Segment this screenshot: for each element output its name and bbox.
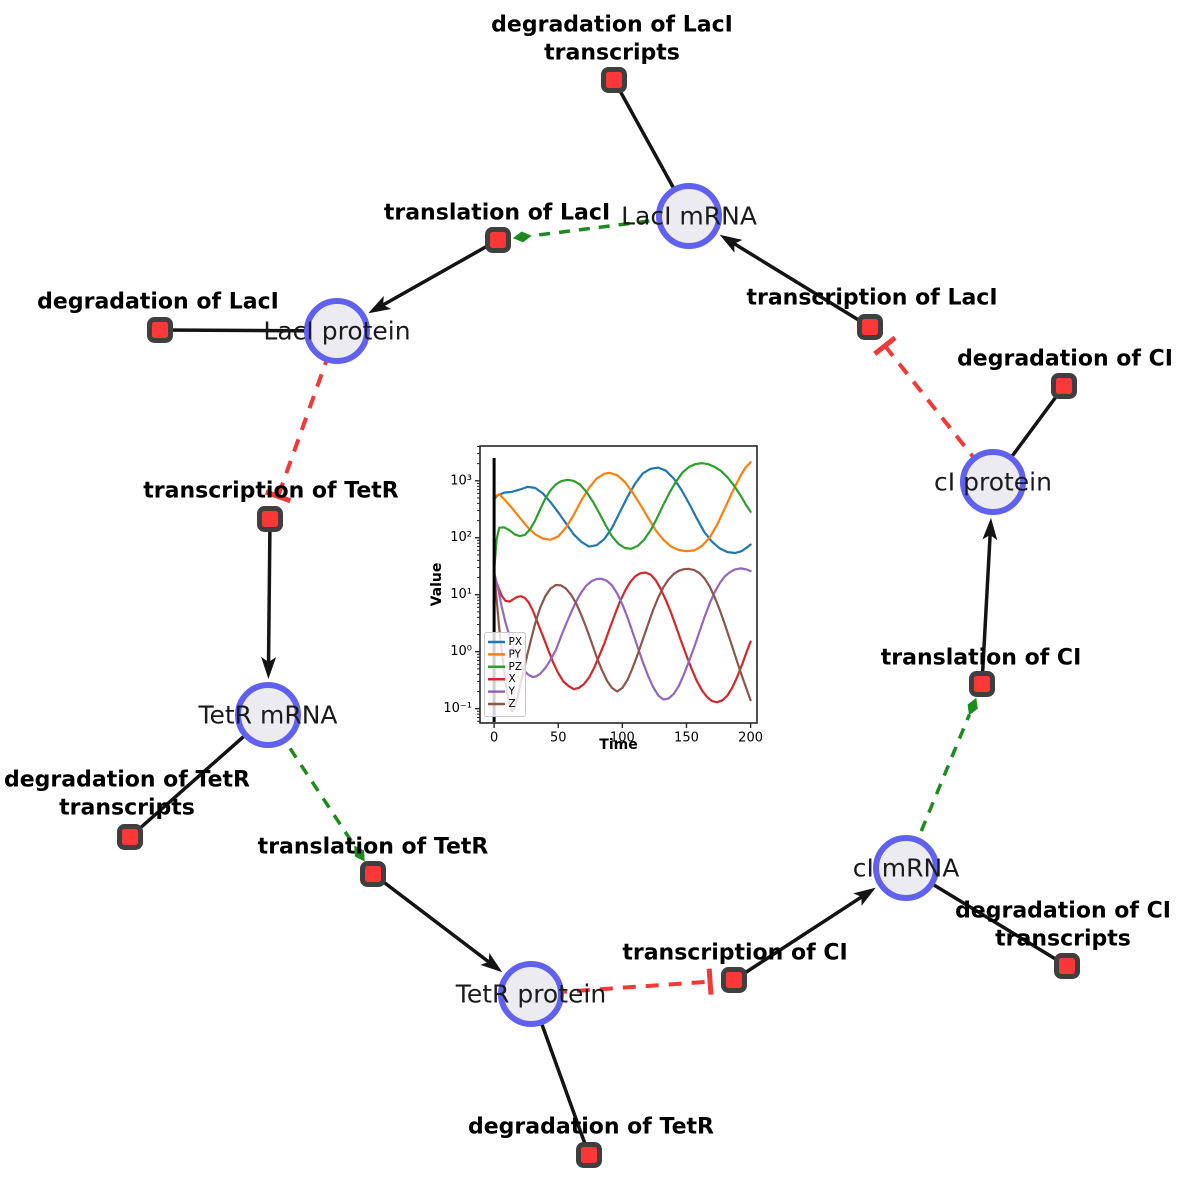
arrowhead-icon [261,656,277,679]
x-tick-label: 0 [490,731,498,746]
reaction-node-degradation-of-ci-transcripts [1054,953,1080,979]
reaction-label-degradation-of-laci-transcripts: degradation of LacI [491,13,733,38]
axes-frame [479,445,758,724]
series-PZ [493,462,752,573]
reaction-label-degradation-of-ci-transcripts: degradation of CI [955,899,1171,924]
legend-entry-PZ: PZ [488,661,522,673]
species-label-tetr-protein: TetR protein [455,980,606,1009]
legend-label-PZ: PZ [509,661,523,673]
series-X [493,571,752,704]
edge-translation-ci-produces-protein [980,517,998,685]
species-label-ci-mrna: cI mRNA [853,854,960,883]
series-PY [493,461,752,553]
species-label-laci-protein: LacI protein [263,317,410,346]
reaction-label-transcription-of-tetr: transcription of TetR [143,479,399,504]
legend-entry-Y: Y [488,686,516,698]
legend-label-Y: Y [508,686,516,698]
y-tick-label: 10⁰ [450,644,472,659]
species-label-ci-protein: cI protein [934,468,1052,497]
series-PX [493,466,752,555]
arrowhead-icon [480,952,503,973]
legend-label-Z: Z [509,698,516,710]
legend-entry-X: X [488,673,516,685]
series-Y [493,567,752,701]
edge-transcription-laci-produces-mrna [719,234,871,329]
edge-translation-laci-produces-protein [368,238,499,314]
legend-label-X: X [509,673,516,685]
reaction-label-degradation-of-laci: degradation of LacI [37,290,279,315]
species-node-laci-protein [304,298,370,364]
y-axis-label: Value [429,563,445,607]
diamond-arrowhead-icon [967,697,978,716]
reaction-label-translation-of-laci: translation of LacI [384,201,610,226]
reaction-label-transcription-of-ci: transcription of CI [622,941,847,966]
edge-transcription-ci-produces-mrna [733,887,876,982]
legend-entry-Z: Z [488,698,516,710]
labels-layer: degradation of LacI transcripts translatio… [4,13,1173,1140]
legend-label-PY: PY [509,648,522,660]
reaction-node-transcription-of-ci [721,967,747,993]
edge-transcription-tetr-produces-mrna [261,518,277,679]
y-tick-label: 10¹ [450,587,472,602]
reaction-label-transcription-of-laci: transcription of LacI [746,286,997,311]
reaction-node-degradation-of-tetr [576,1142,602,1168]
x-tick-label: 50 [550,731,567,746]
reaction-node-transcription-of-tetr [257,506,283,532]
reaction-label-degradation-of-tetr-transcripts-line2: transcripts [59,796,195,821]
species-node-tetr-mrna [235,682,301,748]
species-node-ci-mrna [873,835,939,901]
reaction-node-transcription-of-laci [857,314,883,340]
species-node-ci-protein [960,449,1026,515]
arrowhead-icon [982,517,998,541]
reaction-label-degradation-of-laci-transcripts-line2: transcripts [544,41,680,66]
x-tick-label: 150 [674,731,699,746]
reaction-label-translation-of-tetr: translation of TetR [258,835,489,860]
reaction-node-degradation-of-laci-transcripts [601,67,627,93]
reaction-node-degradation-of-laci [147,317,173,343]
inset-chart: 0 50 100 150 20010⁻¹10⁰10¹10²10³TimeValuePXP… [429,445,763,753]
arrowhead-icon [368,295,392,314]
tbar-icon [264,489,292,504]
reaction-node-degradation-of-ci [1051,373,1077,399]
legend-entry-PX: PX [488,636,522,648]
species-node-laci-mrna [656,183,722,249]
arrowhead-icon [719,234,743,253]
x-axis-label: Time [599,737,637,753]
tbar-icon [873,335,897,356]
reaction-label-degradation-of-ci: degradation of CI [957,347,1173,372]
reaction-label-degradation-of-tetr-transcripts: degradation of TetR [4,768,250,793]
species-label-tetr-mrna: TetR mRNA [197,701,337,730]
y-tick-label: 10² [450,530,472,545]
plot-background [480,446,757,723]
tbar-icon [706,968,714,995]
reaction-node-translation-of-laci [485,227,511,253]
reaction-node-translation-of-tetr [360,861,386,887]
reaction-label-degradation-of-ci-transcripts-line2: transcripts [995,927,1131,952]
diamond-arrowhead-icon [512,231,532,243]
arrowhead-icon [853,887,876,906]
species-label-laci-mrna: LacI mRNA [621,202,757,231]
x-tick-label: 100 [610,731,635,746]
edge-translation-tetr-produces-protein [371,872,503,973]
x-tick-label: 200 [738,731,763,746]
reaction-label-translation-of-ci: translation of CI [881,646,1082,671]
diamond-arrowhead-icon [354,845,365,862]
reaction-node-degradation-of-tetr-transcripts [117,824,143,850]
nodes-layer [117,67,1080,1168]
species-node-tetr-protein [498,961,564,1027]
reaction-node-translation-of-ci [969,671,995,697]
reaction-label-degradation-of-tetr: degradation of TetR [468,1115,714,1140]
legend-label-PX: PX [509,636,523,648]
y-tick-label: 10³ [450,473,472,488]
y-tick-label: 10⁻¹ [443,701,472,716]
legend-entry-PY: PY [488,648,522,660]
